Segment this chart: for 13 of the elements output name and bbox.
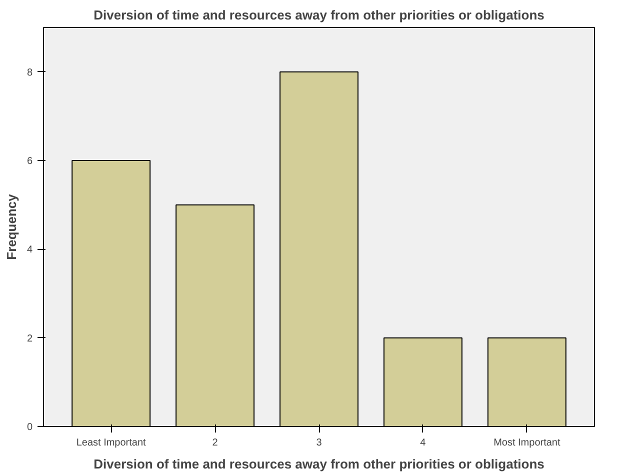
y-tick-label: 6 (26, 156, 33, 167)
x-tick-label: 4 (420, 438, 426, 448)
x-axis-title: Diversion of time and resources away from other priorities or obligations (94, 456, 544, 472)
x-tick-label: 3 (316, 438, 322, 448)
y-tick-label: 0 (26, 422, 33, 433)
y-axis-title: Frequency (4, 193, 19, 260)
chart-title: Diversion of time and resources away from other priorities or obligations (94, 8, 544, 22)
y-tick-label: 8 (26, 67, 33, 78)
x-tick-label: Most Important (494, 438, 560, 448)
y-tick-label: 4 (26, 244, 33, 256)
x-tick-label: 2 (212, 438, 218, 448)
y-tick-label: 2 (26, 333, 33, 344)
x-tick-label: Least Important (76, 438, 146, 448)
